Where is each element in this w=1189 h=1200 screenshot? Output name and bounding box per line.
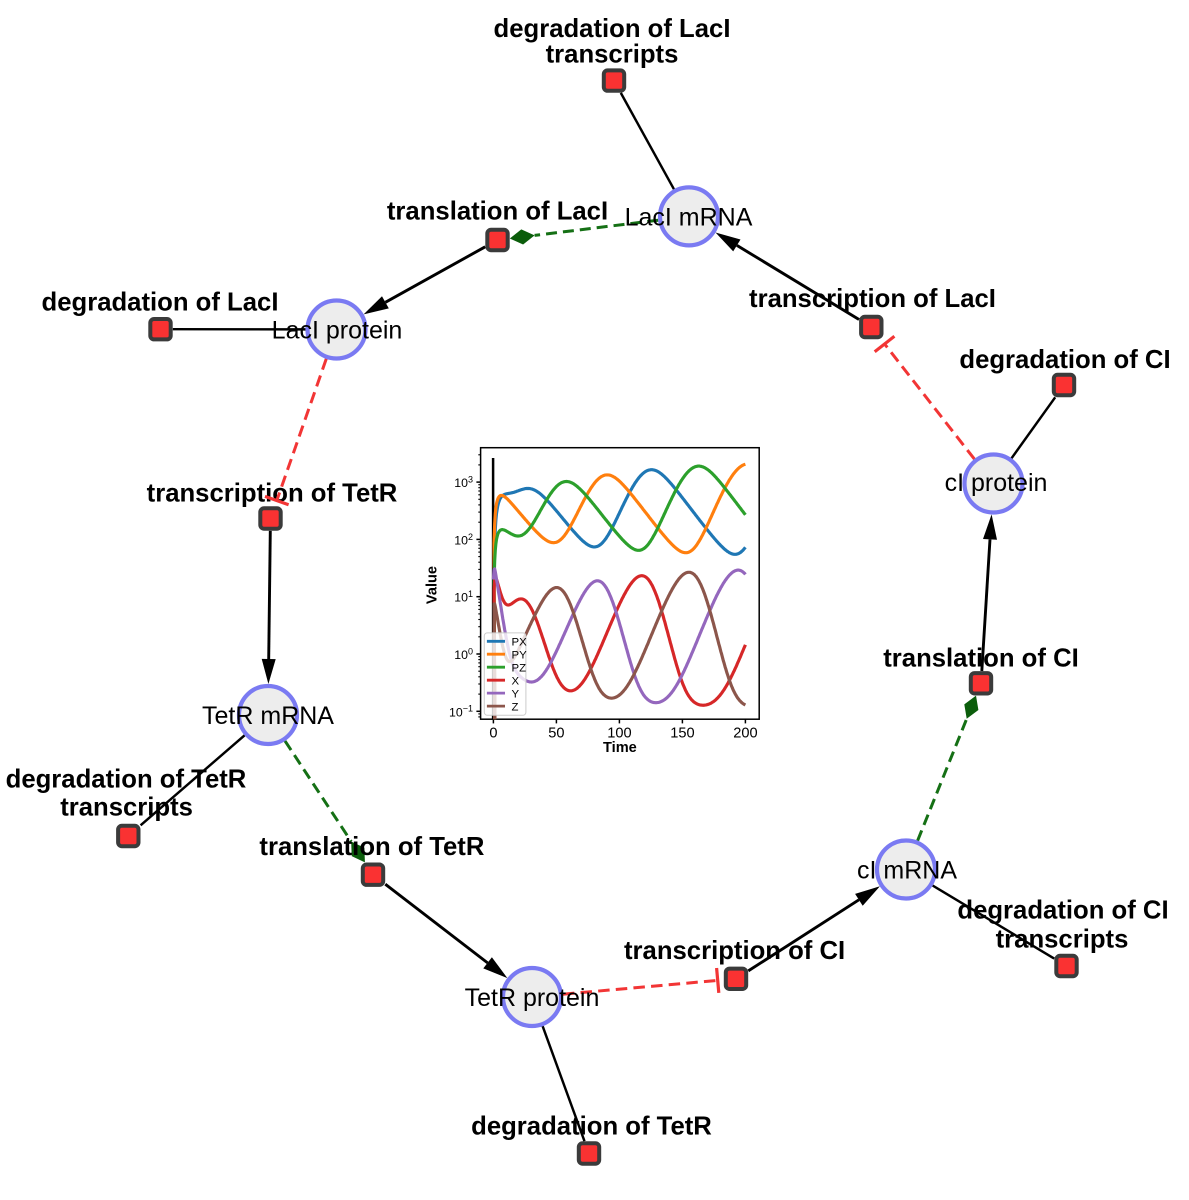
svg-text:PY: PY bbox=[512, 650, 528, 662]
svg-text:transcription of CI: transcription of CI bbox=[624, 937, 845, 965]
svg-text:transcripts: transcripts bbox=[546, 41, 679, 69]
svg-text:TetR protein: TetR protein bbox=[465, 984, 600, 1012]
svg-text:TetR mRNA: TetR mRNA bbox=[202, 702, 334, 730]
svg-text:translation of TetR: translation of TetR bbox=[259, 833, 484, 861]
svg-text:transcription of TetR: transcription of TetR bbox=[147, 480, 398, 508]
svg-text:Value: Value bbox=[425, 566, 441, 604]
svg-text:degradation of LacI: degradation of LacI bbox=[494, 15, 731, 43]
svg-text:degradation of TetR: degradation of TetR bbox=[6, 766, 247, 794]
svg-text:LacI mRNA: LacI mRNA bbox=[625, 203, 753, 231]
svg-text:degradation of LacI: degradation of LacI bbox=[42, 289, 279, 317]
svg-text:cI protein: cI protein bbox=[945, 469, 1048, 497]
svg-text:degradation of TetR: degradation of TetR bbox=[471, 1112, 712, 1140]
svg-text:50: 50 bbox=[548, 726, 564, 742]
svg-text:X: X bbox=[512, 675, 520, 687]
svg-text:PX: PX bbox=[512, 637, 528, 649]
svg-text:Z: Z bbox=[512, 701, 519, 713]
svg-text:0: 0 bbox=[489, 726, 497, 742]
svg-text:transcription of LacI: transcription of LacI bbox=[749, 285, 996, 313]
svg-text:Time: Time bbox=[603, 740, 637, 756]
svg-text:degradation of CI: degradation of CI bbox=[959, 346, 1170, 374]
svg-text:150: 150 bbox=[670, 726, 694, 742]
svg-text:PZ: PZ bbox=[512, 662, 527, 674]
svg-text:cI mRNA: cI mRNA bbox=[857, 857, 957, 885]
svg-text:transcripts: transcripts bbox=[996, 925, 1129, 953]
svg-text:Y: Y bbox=[512, 688, 520, 700]
svg-text:100: 100 bbox=[607, 726, 631, 742]
svg-text:200: 200 bbox=[733, 726, 757, 742]
svg-text:translation of LacI: translation of LacI bbox=[387, 198, 608, 226]
svg-text:LacI protein: LacI protein bbox=[272, 317, 403, 345]
svg-text:degradation of CI: degradation of CI bbox=[957, 896, 1168, 924]
